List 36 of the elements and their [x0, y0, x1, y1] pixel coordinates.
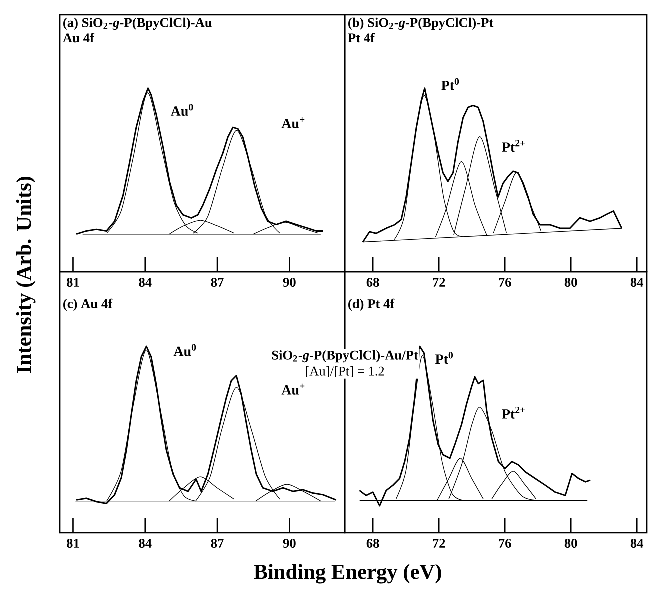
x-tick-label: 87	[211, 539, 224, 548]
annotation: Pt$^{2+}$	[502, 406, 526, 419]
x-tick-label: 80	[564, 278, 578, 288]
x-tick-label: 72	[433, 278, 446, 287]
x-tick-label: 84	[139, 539, 152, 548]
chart-title: (c) Au 4f	[64, 298, 113, 312]
annotation: Pt$^{2+}$	[502, 140, 526, 152]
x-tick-label: 87	[211, 278, 224, 288]
x-tick-label: 72	[433, 539, 446, 548]
x-axis-title: Binding Energy (eV)	[254, 564, 442, 584]
x-tick-label: 68	[366, 278, 380, 288]
annotation: SiO$_{2}$-g-P(BpyClCl)-Au/Pt	[272, 350, 418, 363]
chart-title: (b) SiO$_{2}$-g-P(BpyClCl)-Pt	[348, 18, 494, 30]
x-tick-label: 90	[283, 278, 296, 288]
annotation: Au$^{0}$	[174, 344, 196, 356]
chart-subtitle: Au 4f	[63, 33, 95, 43]
x-tick-label: 81	[67, 278, 80, 288]
x-tick-label: 84	[139, 278, 152, 288]
annotation: Au$^{+}$	[282, 384, 305, 395]
x-tick-label: 68	[366, 539, 380, 548]
annotation: Pt$^{0}$	[442, 78, 460, 90]
x-tick-label: 76	[499, 539, 512, 548]
annotation: Pt$^{0}$	[436, 352, 454, 364]
chart-title: (d) Pt 4f	[348, 298, 395, 312]
chart-subtitle: Pt 4f	[348, 33, 376, 43]
annotation: Au$^{0}$	[170, 104, 194, 116]
x-tick-label: 90	[283, 539, 296, 548]
x-tick-label: 84	[630, 278, 644, 288]
x-tick-label: 81	[67, 539, 80, 548]
y-axis-title: Intensity (Arb. Units)	[16, 176, 36, 374]
x-tick-label: 80	[564, 539, 578, 548]
chart-title: (a) SiO$_{2}$-g-P(BpyClCl)-Au	[64, 18, 212, 30]
x-tick-label: 76	[499, 278, 512, 287]
annotation: Au$^{+}$	[282, 117, 305, 128]
annotation: [Au]/[Pt] = 1.2	[306, 366, 384, 378]
x-tick-label: 84	[630, 539, 644, 548]
